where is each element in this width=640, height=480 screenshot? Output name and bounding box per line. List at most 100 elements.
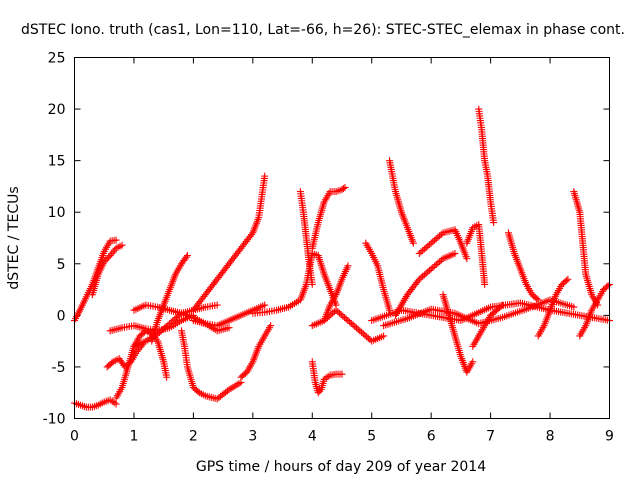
data-point — [154, 330, 162, 338]
chart-title: dSTEC Iono. truth (cas1, Lon=110, Lat=-6… — [21, 22, 625, 38]
data-point — [337, 311, 345, 319]
y-tick-label: -5 — [52, 360, 66, 376]
data-point — [347, 319, 355, 327]
series-pass-18 — [308, 306, 388, 345]
data-point — [172, 314, 180, 322]
y-tick-label: -10 — [43, 412, 66, 428]
y-tick-label: 25 — [48, 51, 66, 67]
y-axis-label: dSTEC / TECUs — [6, 186, 22, 289]
data-point — [490, 219, 498, 227]
series-pass-21 — [386, 157, 417, 247]
data-point — [352, 324, 360, 332]
series-pass-17 — [308, 358, 346, 397]
data-point — [334, 308, 342, 316]
data-point — [225, 324, 233, 332]
data-point — [112, 236, 120, 244]
x-tick-label: 6 — [427, 429, 436, 445]
data-point — [414, 277, 422, 285]
data-point — [533, 295, 541, 303]
data-point — [424, 268, 432, 276]
data-point — [308, 280, 316, 288]
data-point — [248, 231, 256, 239]
data-point — [157, 327, 165, 335]
data-point — [429, 263, 437, 271]
data-point — [103, 255, 111, 263]
x-tick-label: 9 — [605, 429, 614, 445]
x-axis-label: GPS time / hours of day 209 of year 2014 — [196, 459, 486, 475]
data-point — [432, 261, 440, 269]
data-point — [415, 275, 423, 283]
data-point — [335, 309, 343, 317]
series-pass-03 — [88, 241, 126, 299]
data-point — [118, 241, 126, 249]
data-point — [431, 236, 439, 244]
data-point — [380, 332, 388, 340]
data-point — [481, 280, 489, 288]
data-point — [341, 314, 349, 322]
y-tick-label: 0 — [57, 308, 66, 324]
data-point — [363, 333, 371, 341]
data-point — [163, 373, 171, 381]
data-point — [102, 256, 110, 264]
data-point — [314, 389, 322, 397]
series-pass-09 — [148, 252, 191, 345]
data-point — [339, 312, 347, 320]
data-point — [174, 312, 182, 320]
data-point — [604, 282, 612, 290]
series-pass-28 — [504, 229, 542, 304]
data-point — [105, 253, 113, 261]
data-point — [437, 256, 445, 264]
data-point — [358, 328, 366, 336]
data-point — [437, 230, 445, 238]
data-point — [427, 265, 435, 273]
data-point — [344, 262, 352, 270]
y-tick-label: 15 — [48, 154, 66, 170]
data-point — [183, 252, 191, 260]
data-point — [364, 334, 372, 342]
data-point — [570, 303, 578, 311]
data-point — [359, 330, 367, 338]
data-point — [356, 327, 364, 335]
series-pass-23 — [415, 226, 471, 263]
data-point — [562, 277, 570, 285]
data-point — [436, 232, 444, 240]
data-marks — [71, 105, 613, 411]
data-point — [341, 183, 349, 191]
data-point — [342, 315, 350, 323]
data-point — [386, 306, 394, 314]
data-point — [161, 324, 169, 332]
data-point — [425, 266, 433, 274]
axis-ticks: 0 1 2 3 4 5 6 7 8 9 -10 -5 0 5 10 15 20 25 — [43, 51, 614, 445]
series-pass-26 — [475, 105, 498, 227]
x-tick-label: 1 — [129, 429, 138, 445]
data-point — [424, 242, 432, 250]
data-point — [431, 262, 439, 270]
data-point — [213, 301, 221, 309]
data-point — [349, 321, 357, 329]
data-point — [261, 301, 269, 309]
series-pass-11 — [237, 322, 275, 381]
data-point — [162, 323, 170, 331]
data-point — [463, 255, 471, 263]
x-tick-label: 7 — [486, 429, 495, 445]
data-point — [159, 326, 167, 334]
plot-frame — [74, 57, 610, 419]
y-tick-label: 5 — [57, 257, 66, 273]
x-tick-label: 8 — [546, 429, 555, 445]
series-pass-20 — [362, 239, 394, 314]
data-point — [436, 258, 444, 266]
data-point — [420, 271, 428, 279]
series-pass-15 — [296, 188, 316, 288]
data-point — [354, 325, 362, 333]
x-tick-label: 2 — [189, 429, 198, 445]
data-point — [167, 318, 175, 326]
data-point — [422, 244, 430, 252]
data-point — [166, 320, 174, 328]
data-point — [344, 317, 352, 325]
data-point — [261, 172, 269, 180]
y-tick-label: 10 — [48, 205, 66, 221]
data-point — [112, 400, 120, 408]
data-point — [419, 247, 427, 255]
x-tick-label: 0 — [70, 429, 79, 445]
